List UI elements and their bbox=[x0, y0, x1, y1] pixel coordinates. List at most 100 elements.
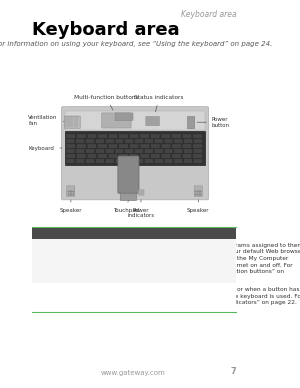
FancyBboxPatch shape bbox=[115, 139, 124, 144]
FancyBboxPatch shape bbox=[105, 149, 114, 153]
FancyBboxPatch shape bbox=[161, 144, 170, 149]
FancyBboxPatch shape bbox=[76, 134, 86, 139]
FancyBboxPatch shape bbox=[98, 134, 107, 139]
FancyBboxPatch shape bbox=[193, 144, 202, 149]
FancyBboxPatch shape bbox=[135, 139, 143, 144]
FancyBboxPatch shape bbox=[194, 186, 202, 196]
FancyBboxPatch shape bbox=[125, 149, 134, 153]
FancyBboxPatch shape bbox=[164, 159, 173, 163]
FancyBboxPatch shape bbox=[119, 134, 128, 139]
Bar bbox=[32, 227, 236, 239]
FancyBboxPatch shape bbox=[119, 154, 128, 158]
FancyBboxPatch shape bbox=[174, 139, 183, 144]
FancyBboxPatch shape bbox=[102, 113, 131, 128]
FancyBboxPatch shape bbox=[154, 139, 163, 144]
FancyBboxPatch shape bbox=[98, 154, 107, 158]
FancyBboxPatch shape bbox=[95, 149, 104, 153]
Text: Keyboard area: Keyboard area bbox=[32, 21, 179, 39]
FancyBboxPatch shape bbox=[76, 149, 85, 153]
FancyBboxPatch shape bbox=[151, 134, 160, 139]
FancyBboxPatch shape bbox=[151, 144, 160, 149]
FancyBboxPatch shape bbox=[98, 144, 107, 149]
Text: Speaker: Speaker bbox=[60, 200, 82, 213]
FancyBboxPatch shape bbox=[67, 186, 75, 196]
Text: Icon: Icon bbox=[115, 228, 134, 237]
Text: Press these buttons to open programs assigned to them.
These buttons are set to : Press these buttons to open programs ass… bbox=[137, 242, 300, 281]
FancyBboxPatch shape bbox=[108, 144, 118, 149]
FancyBboxPatch shape bbox=[85, 159, 94, 163]
FancyBboxPatch shape bbox=[85, 139, 94, 144]
FancyBboxPatch shape bbox=[140, 144, 149, 149]
Text: Keyboard: Keyboard bbox=[28, 146, 62, 151]
FancyBboxPatch shape bbox=[129, 144, 139, 149]
Text: Multi-function buttons: Multi-function buttons bbox=[32, 243, 101, 248]
Bar bbox=[65, 131, 206, 165]
FancyBboxPatch shape bbox=[172, 144, 181, 149]
FancyBboxPatch shape bbox=[125, 159, 134, 163]
FancyBboxPatch shape bbox=[95, 159, 104, 163]
FancyBboxPatch shape bbox=[105, 139, 114, 144]
FancyBboxPatch shape bbox=[194, 139, 202, 144]
FancyBboxPatch shape bbox=[174, 149, 183, 153]
FancyBboxPatch shape bbox=[119, 144, 128, 149]
FancyBboxPatch shape bbox=[129, 134, 139, 139]
FancyBboxPatch shape bbox=[64, 116, 80, 128]
Text: Inform you when a drive is in use or when a button has
been pressed that affects: Inform you when a drive is in use or whe… bbox=[137, 287, 300, 305]
FancyBboxPatch shape bbox=[76, 144, 86, 149]
FancyBboxPatch shape bbox=[105, 159, 114, 163]
FancyBboxPatch shape bbox=[61, 107, 209, 200]
FancyBboxPatch shape bbox=[174, 159, 183, 163]
FancyBboxPatch shape bbox=[140, 134, 149, 139]
Text: Multi-function buttons: Multi-function buttons bbox=[74, 95, 139, 110]
FancyBboxPatch shape bbox=[146, 116, 159, 126]
FancyBboxPatch shape bbox=[184, 139, 193, 144]
Text: 7: 7 bbox=[230, 367, 236, 376]
FancyBboxPatch shape bbox=[115, 159, 124, 163]
FancyBboxPatch shape bbox=[193, 134, 202, 139]
FancyBboxPatch shape bbox=[115, 149, 124, 153]
FancyBboxPatch shape bbox=[85, 149, 94, 153]
FancyBboxPatch shape bbox=[194, 159, 202, 163]
Text: www.gateway.com: www.gateway.com bbox=[100, 370, 165, 376]
FancyBboxPatch shape bbox=[135, 149, 143, 153]
FancyBboxPatch shape bbox=[184, 149, 193, 153]
FancyBboxPatch shape bbox=[66, 144, 75, 149]
FancyBboxPatch shape bbox=[187, 116, 195, 129]
Text: Status indicators: Status indicators bbox=[32, 288, 85, 293]
Text: Keyboard area: Keyboard area bbox=[181, 10, 236, 19]
FancyBboxPatch shape bbox=[182, 154, 192, 158]
FancyBboxPatch shape bbox=[161, 154, 170, 158]
FancyBboxPatch shape bbox=[145, 149, 153, 153]
FancyBboxPatch shape bbox=[154, 149, 163, 153]
FancyBboxPatch shape bbox=[164, 149, 173, 153]
Text: Power
indicators: Power indicators bbox=[128, 200, 154, 218]
FancyBboxPatch shape bbox=[182, 144, 192, 149]
Text: Status indicators: Status indicators bbox=[134, 95, 184, 112]
Bar bbox=[65, 111, 206, 130]
FancyBboxPatch shape bbox=[118, 156, 139, 193]
FancyBboxPatch shape bbox=[193, 154, 202, 158]
Text: Component: Component bbox=[32, 228, 81, 237]
FancyBboxPatch shape bbox=[184, 159, 193, 163]
FancyBboxPatch shape bbox=[120, 193, 136, 201]
FancyBboxPatch shape bbox=[66, 139, 75, 144]
FancyBboxPatch shape bbox=[138, 190, 144, 195]
FancyBboxPatch shape bbox=[95, 139, 104, 144]
FancyBboxPatch shape bbox=[140, 154, 149, 158]
FancyBboxPatch shape bbox=[161, 134, 170, 139]
FancyBboxPatch shape bbox=[108, 154, 118, 158]
Text: Speaker: Speaker bbox=[187, 200, 210, 213]
Text: Power
button: Power button bbox=[197, 117, 230, 128]
Bar bbox=[32, 239, 236, 283]
FancyBboxPatch shape bbox=[66, 154, 75, 158]
FancyBboxPatch shape bbox=[66, 134, 75, 139]
FancyBboxPatch shape bbox=[151, 154, 160, 158]
FancyBboxPatch shape bbox=[66, 159, 75, 163]
FancyBboxPatch shape bbox=[87, 134, 97, 139]
FancyBboxPatch shape bbox=[194, 149, 202, 153]
FancyBboxPatch shape bbox=[76, 154, 86, 158]
FancyBboxPatch shape bbox=[164, 139, 173, 144]
Text: For information on using your keyboard, see “Using the keyboard” on page 24.: For information on using your keyboard, … bbox=[0, 41, 272, 47]
FancyBboxPatch shape bbox=[145, 139, 153, 144]
FancyBboxPatch shape bbox=[172, 154, 181, 158]
